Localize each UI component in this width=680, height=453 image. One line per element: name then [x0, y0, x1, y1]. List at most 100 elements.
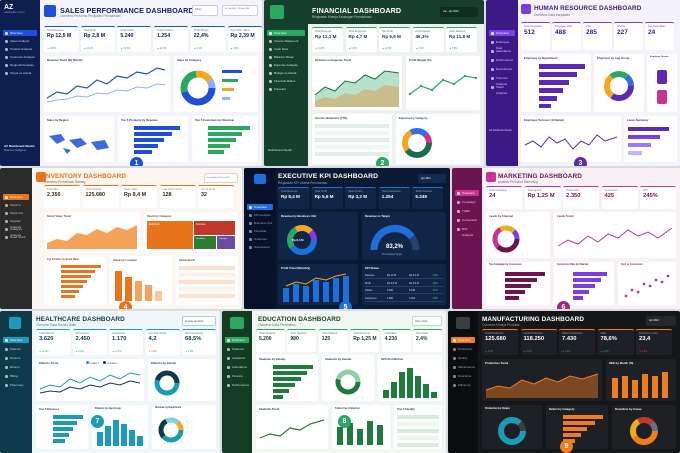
sidebar-item-operational[interactable]: Operational	[247, 244, 273, 250]
sidebar-item-budget-vs-actual[interactable]: Budget vs Actual	[267, 70, 305, 76]
sidebar-item-financial[interactable]: Financial	[247, 228, 273, 234]
sidebar-item-overview[interactable]: Overview	[247, 204, 273, 210]
sidebar-item-customer[interactable]: Customer	[247, 236, 273, 242]
sidebar-item-supplier-analysis[interactable]: Supplier Analysis	[3, 218, 29, 229]
kpi-status-cell-t: 1.500	[387, 296, 393, 300]
sidebar-item-label: Stock Out	[10, 211, 24, 215]
sidebar-item-overview[interactable]: Overview	[267, 30, 305, 36]
sidebar-item-rooms[interactable]: Rooms	[3, 364, 29, 370]
category-legend	[222, 70, 254, 100]
sidebar-item-cash-flow[interactable]: Cash Flow	[267, 46, 305, 52]
sidebar-item-recruitment[interactable]: Recruitment	[489, 66, 515, 72]
edu-filter-year[interactable]: Tahun 2024	[412, 316, 442, 326]
sidebar-item-billing[interactable]: Billing	[3, 373, 29, 379]
sidebar-item-downtime[interactable]: Downtime	[451, 373, 475, 379]
kpi-label: Total Profit	[314, 190, 327, 193]
inv-last-update: Last Update 01 Juni 2024	[204, 173, 238, 183]
sidebar-item-customer-analysis[interactable]: Customer Analysis	[3, 54, 37, 60]
mfg-filter-period[interactable]: Apr 2024	[646, 316, 676, 326]
kpi-delta: ▲ 5,6%	[449, 48, 458, 50]
sidebar-item-balance-sheet[interactable]: Balance Sheet	[267, 54, 305, 60]
menu-icon	[5, 365, 8, 369]
sidebar-item-forecast[interactable]: Forecast	[267, 86, 305, 92]
filter-label: Jan - Apr 2024	[443, 10, 459, 13]
sidebar-item-overview[interactable]: Overview	[3, 194, 29, 200]
sidebar-item-roi-analysis[interactable]: ROI Analysis	[455, 226, 479, 237]
fin-filter-period[interactable]: Jan - Apr 2024	[440, 7, 478, 17]
edu-gender-card: Students by Gender	[322, 355, 374, 401]
kpi-value: 46,3%	[415, 34, 429, 39]
kpi-value: 22,4%	[193, 33, 209, 39]
kpi-card: OEE 78,6% ▲ 4,3%	[597, 329, 634, 355]
sidebar-item-product-analysis[interactable]: Product Analysis	[3, 46, 37, 52]
menu-icon	[249, 245, 252, 249]
sidebar-item-talent-analysis[interactable]: Talent Analysis	[489, 84, 515, 95]
kpi-delta: ▲ 14,3%	[315, 48, 325, 50]
sidebar-item-campaign[interactable]: Campaign	[455, 199, 479, 205]
sidebar-item-efficiency[interactable]: Efficiency	[451, 382, 475, 388]
sidebar-item-dead-stock[interactable]: Dead Stock	[3, 234, 29, 240]
sidebar-item-business-unit[interactable]: Business Unit	[247, 220, 273, 226]
panel-healthcare-dashboard: Overview Patients Doctors Rooms Billing Pharm…	[0, 311, 220, 453]
sidebar-item-conversion[interactable]: Conversion	[455, 217, 479, 223]
sidebar-item-overview[interactable]: Overview	[489, 30, 515, 36]
kpi-delta: ▲ 2,4%	[415, 48, 424, 50]
sidebar-item-financial-ratios[interactable]: Financial Ratios	[267, 78, 305, 84]
sidebar-item-traffic[interactable]: Traffic	[455, 208, 479, 214]
card-title: Top Campaign by Conversion	[489, 264, 522, 266]
sidebar-item-performance[interactable]: Performance	[489, 57, 515, 63]
sidebar-item-sales-analysis[interactable]: Sales Analysis	[3, 38, 37, 44]
kpi-label: Total Spend	[527, 189, 542, 192]
sidebar-item-kpi-analysis[interactable]: KPI Analysis	[247, 212, 273, 218]
sidebar-item-income-statement[interactable]: Income Statement	[267, 38, 305, 44]
sidebar-item-stock-in[interactable]: Stock In	[3, 202, 29, 208]
exec-revenue-target-card: Revenue vs Target 83,2% Pencapaian Targe…	[362, 212, 446, 260]
sidebar-item-pharmacy[interactable]: Pharmacy	[3, 382, 29, 388]
filter-label: Periode Apr 2024	[185, 320, 204, 323]
sidebar-item-students[interactable]: Students	[225, 346, 249, 352]
sidebar-item-attendance[interactable]: Attendance	[225, 364, 249, 370]
menu-icon	[457, 227, 460, 231]
kpi-value: 32	[201, 192, 207, 198]
sidebar-item-quality[interactable]: Quality	[451, 355, 475, 361]
hr-sidebar: Overview Employee Data Attendance Performan…	[486, 0, 518, 166]
sidebar-item-overview[interactable]: Overview	[3, 30, 37, 36]
kpi-status-row: Customers 1.500 1.254 84%	[365, 296, 443, 302]
card-title: Students by Gender	[325, 357, 352, 361]
sidebar-item-patients[interactable]: Patients	[3, 346, 29, 352]
exec-filter-month[interactable]: Apr 2024	[418, 174, 446, 183]
sidebar-item-turnover-analysis[interactable]: Turnover Analysis	[489, 75, 515, 86]
hc-filter-period[interactable]: Periode Apr 2024	[182, 316, 216, 326]
sidebar-item-overview[interactable]: Overview	[455, 190, 479, 196]
sidebar-item-employee-data[interactable]: Employee Data	[489, 39, 515, 50]
sidebar-item-category-analysis[interactable]: Category Analysis	[3, 226, 29, 237]
sidebar-item-finance[interactable]: Finance	[225, 373, 249, 379]
sidebar-item-maintenance[interactable]: Maintenance	[451, 364, 475, 370]
sidebar-item-doctors[interactable]: Doctors	[3, 355, 29, 361]
card-title: Employee by Age Group	[597, 56, 630, 60]
sidebar-item-overview[interactable]: Overview	[225, 337, 249, 343]
sidebar-item-label: Quality	[458, 356, 468, 360]
sidebar-item-target-vs-actual[interactable]: Target vs Actual	[3, 70, 37, 76]
menu-icon	[453, 383, 456, 387]
sidebar-item-production[interactable]: Production	[451, 346, 475, 352]
card-title: Revenue by Business Unit	[281, 214, 317, 218]
card-title: Sales by Region	[47, 118, 69, 122]
sales-top-customers-card: Top 5 Customers by Revenue	[192, 116, 258, 162]
sidebar-item-expense-analysis[interactable]: Expense Analysis	[267, 62, 305, 68]
card-title: Leads Trend	[557, 214, 574, 218]
kpi-label: Avg Stay (Days)	[148, 332, 168, 335]
menu-icon	[491, 67, 494, 71]
sidebar-item-stock-out[interactable]: Stock Out	[3, 210, 29, 216]
sidebar-item-overview[interactable]: Overview	[451, 337, 475, 343]
sales-filter-date[interactable]: 01 Jan 2024 - 31 Des 2024	[222, 5, 258, 16]
mkt-leads-channel-card: Leads by Channel	[486, 212, 550, 258]
sidebar-item-academic[interactable]: Academic	[225, 355, 249, 361]
sidebar-item-performance[interactable]: Performance	[225, 382, 249, 388]
sidebar-item-regional-analysis[interactable]: Regional Analysis	[3, 62, 37, 68]
sidebar-item-overview[interactable]: Overview	[3, 337, 29, 343]
sidebar-item-label: Recruitment	[496, 67, 513, 71]
sales-title: SALES PERFORMANCE DASHBOARD	[60, 6, 194, 15]
sidebar-item-attendance[interactable]: Attendance	[489, 48, 515, 54]
sales-filter-year[interactable]: Tahun	[192, 5, 218, 16]
